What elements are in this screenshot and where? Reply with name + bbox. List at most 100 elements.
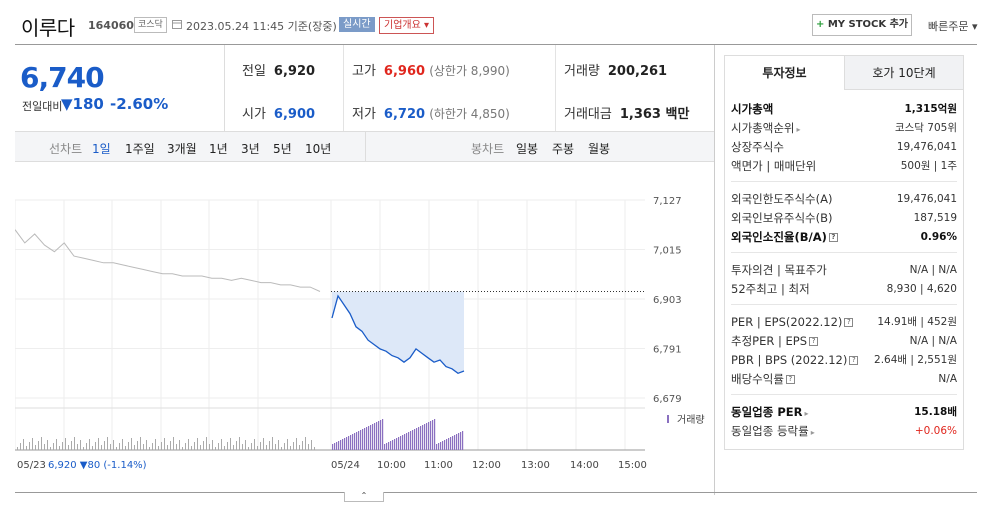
volume-bar xyxy=(338,441,340,450)
volume-bar xyxy=(434,419,436,450)
info-row[interactable]: 동일업종 PER ▸ 15.18배 xyxy=(731,403,957,421)
period-1w[interactable]: 1주일 xyxy=(125,142,155,156)
chart-toolbar: 선차트 1일 1주일 3개월 1년 3년 5년 10년 봉차트 일봉 주봉 월봉 xyxy=(15,131,714,162)
price-chart: 7,127 7,015 6,903 6,791 6,679 05/24 10:00 11:0… xyxy=(15,196,705,471)
tab-investment-info[interactable]: 투자정보 xyxy=(762,66,807,80)
volume-bar xyxy=(71,441,72,450)
info-row[interactable]: 시가총액순위 ▸ 코스닥 705위 xyxy=(731,119,957,137)
volume-bar xyxy=(119,443,120,450)
volume-bar xyxy=(414,429,416,450)
x-axis: 05/24 10:00 11:00 12:00 13:00 14:00 15:00 xyxy=(15,407,647,471)
help-icon[interactable]: ? xyxy=(785,375,795,384)
period-1y[interactable]: 1년 xyxy=(209,142,228,156)
info-label: 상장주식수 xyxy=(731,140,784,154)
volume-bar xyxy=(44,444,45,450)
volume-bar xyxy=(454,435,456,450)
volume-bar xyxy=(426,423,428,450)
chevron-right-icon: ▸ xyxy=(796,125,801,134)
volume-bar xyxy=(248,447,249,450)
plus-icon: + xyxy=(815,19,825,30)
help-icon[interactable]: ? xyxy=(849,356,859,365)
divider xyxy=(555,45,556,131)
volume-bars xyxy=(17,419,464,450)
quick-order-button[interactable]: 빠른주문 ▾ xyxy=(928,20,978,33)
realtime-badge[interactable]: 실시간 xyxy=(339,17,375,32)
volume-bar xyxy=(374,423,376,450)
volume-bar xyxy=(386,443,388,450)
x-tick-label: 14:00 xyxy=(570,460,599,471)
grid xyxy=(15,199,645,450)
help-icon[interactable]: ? xyxy=(828,233,838,242)
volume-bar xyxy=(372,424,374,450)
volume-bar xyxy=(146,440,147,450)
info-row: 추정PER | EPS? N/A | N/A xyxy=(731,332,957,350)
info-row: 투자의견 | 목표주가 N/A | N/A xyxy=(731,261,957,279)
volume-bar xyxy=(224,446,225,450)
volume-bar xyxy=(74,437,75,450)
company-info-button[interactable]: 기업개요 ▾ xyxy=(379,17,434,34)
period-10y[interactable]: 10년 xyxy=(305,142,332,156)
volume-bar xyxy=(35,445,36,450)
info-value: 8,930 | 4,620 xyxy=(886,283,957,295)
volume-bar xyxy=(122,439,123,450)
help-icon[interactable]: ? xyxy=(809,337,819,346)
volume-cell: 거래량 200,261 xyxy=(564,60,667,79)
volume-bar xyxy=(152,443,153,450)
volume-bar xyxy=(448,438,450,450)
volume-bar xyxy=(311,440,312,450)
volume-bar xyxy=(26,446,27,450)
volume-bar xyxy=(164,438,165,450)
info-row[interactable]: 동일업종 등락률 ▸ +0.06% xyxy=(731,422,957,440)
volume-bar xyxy=(390,441,392,450)
volume-bar xyxy=(346,437,348,450)
volume-bar xyxy=(215,447,216,450)
volume-bar xyxy=(352,434,354,450)
volume-bar xyxy=(430,421,432,450)
volume-bar xyxy=(89,439,90,450)
intraday-area xyxy=(332,291,464,374)
volume-bar xyxy=(450,437,452,450)
volume-bar xyxy=(340,440,342,450)
period-5y[interactable]: 5년 xyxy=(273,142,292,156)
candle-monthly[interactable]: 월봉 xyxy=(588,142,611,156)
help-icon[interactable]: ? xyxy=(844,318,854,327)
amount-cell: 거래대금 1,363 백만 xyxy=(564,103,689,122)
volume-bar xyxy=(206,437,207,450)
volume-bar xyxy=(408,432,410,450)
period-3y[interactable]: 3년 xyxy=(241,142,260,156)
price-summary: 전일 6,920 고가 6,960 (상한가 8,990) 거래량 200,261 시… xyxy=(226,45,714,131)
volume-bar xyxy=(116,447,117,450)
volume-bar xyxy=(368,426,370,450)
volume-bar xyxy=(400,436,402,450)
amount-value: 1,363 백만 xyxy=(619,107,690,122)
collapse-chevron-icon[interactable]: ⌃ xyxy=(344,492,384,502)
candle-daily[interactable]: 일봉 xyxy=(516,142,539,156)
volume-bar xyxy=(83,447,84,450)
x-tick-label: 13:00 xyxy=(521,460,550,471)
tab-orderbook[interactable]: 호가 10단계 xyxy=(844,56,963,90)
open-value: 6,900 xyxy=(273,107,316,122)
prev-close-label: 전일 xyxy=(242,64,266,79)
volume-bar xyxy=(239,437,240,450)
volume-value: 200,261 xyxy=(607,64,668,79)
volume-bar xyxy=(29,442,30,450)
period-1d[interactable]: 1일 xyxy=(92,142,111,156)
panel-tabs: 투자정보 호가 10단계 xyxy=(725,56,963,90)
volume-bar xyxy=(287,439,288,450)
volume-bar xyxy=(332,444,334,450)
volume-bar xyxy=(281,447,282,450)
volume-bar xyxy=(418,427,420,450)
volume-bar xyxy=(59,446,60,450)
volume-bar xyxy=(113,440,114,450)
y-tick-label: 6,679 xyxy=(653,394,682,405)
volume-bar xyxy=(350,435,352,450)
info-value: 187,519 xyxy=(913,212,957,224)
volume-bar xyxy=(17,447,18,450)
volume-bar xyxy=(98,438,99,450)
add-mystock-button[interactable]: + MY STOCK 추가 xyxy=(812,14,912,36)
candle-weekly[interactable]: 주봉 xyxy=(552,142,575,156)
calendar-icon xyxy=(172,20,182,29)
upper-limit: (상한가 8,990) xyxy=(429,64,510,78)
period-3m[interactable]: 3개월 xyxy=(167,142,197,156)
amount-label: 거래대금 xyxy=(564,107,612,122)
